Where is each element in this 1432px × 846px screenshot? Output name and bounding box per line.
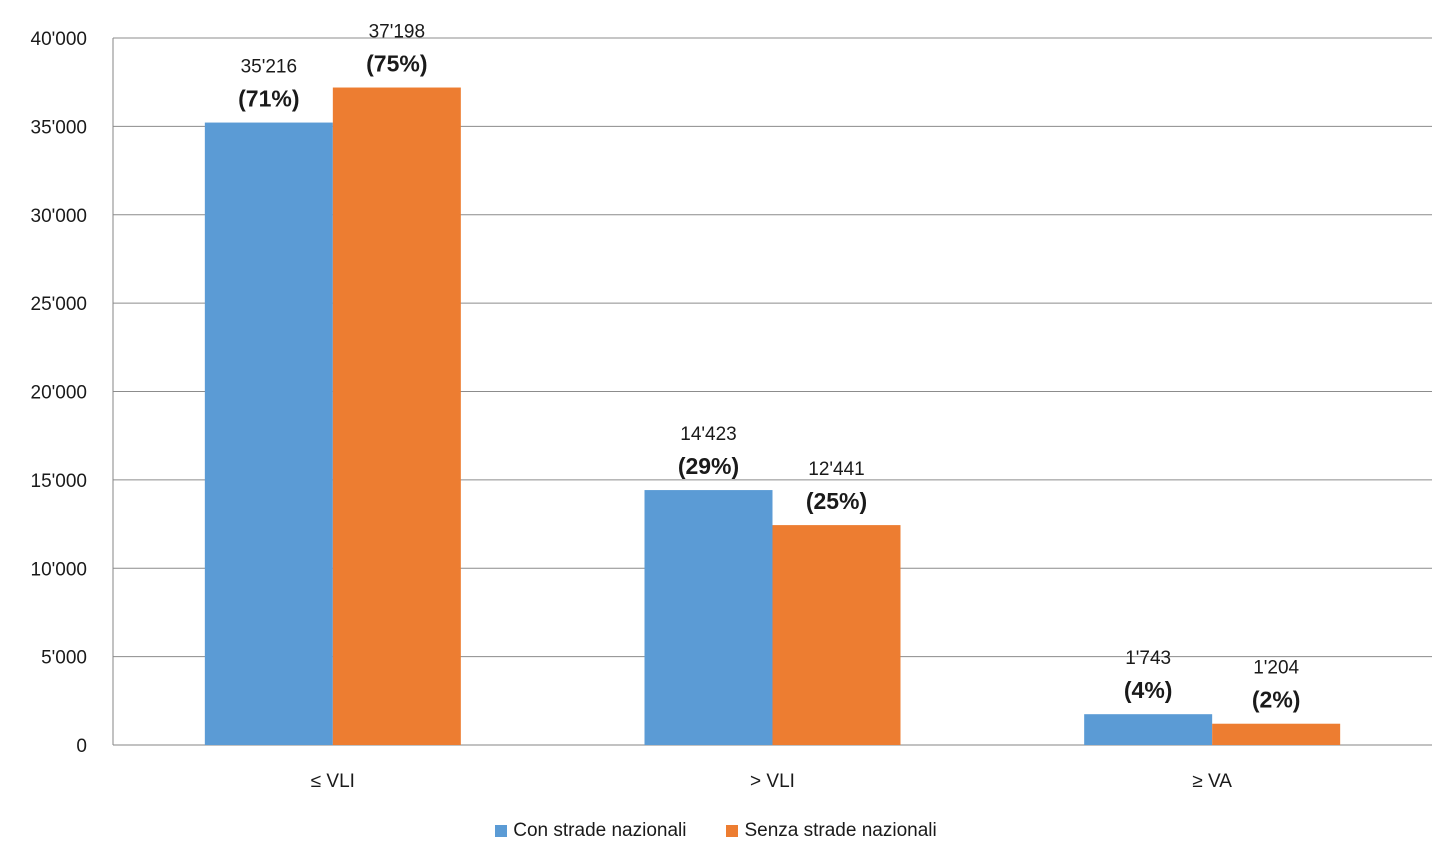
bar-series-1 — [644, 490, 773, 745]
bar-series-2 — [772, 525, 901, 745]
legend-swatch-series-2 — [726, 825, 739, 837]
y-tick-label: 0 — [76, 736, 87, 757]
data-labels: (71%) 35'216 (75%) 37'198 (29%) 14'423 (25%) 12… — [238, 22, 1300, 713]
value-label: 1'743 — [1125, 648, 1171, 669]
y-tick-label: 25'000 — [31, 294, 87, 315]
x-category-label: ≤ VLI — [311, 771, 355, 792]
pct-label: (71%) — [238, 86, 299, 112]
legend-item-series-2: Senza strade nazionali — [726, 820, 937, 842]
pct-label: (29%) — [678, 453, 739, 479]
y-tick-label: 35'000 — [31, 117, 87, 138]
bar-series-2 — [332, 87, 461, 746]
y-tick-label: 15'000 — [31, 471, 87, 492]
x-category-label: ≥ VA — [1192, 771, 1232, 792]
y-tick-label: 5'000 — [41, 648, 87, 669]
pct-label: (2%) — [1252, 687, 1301, 713]
y-tick-label: 20'000 — [31, 383, 87, 404]
value-label: 37'198 — [369, 22, 425, 43]
value-label: 14'423 — [680, 424, 736, 445]
pct-label: (75%) — [366, 51, 427, 77]
legend: Con strade nazionali Senza strade nazion… — [0, 820, 1432, 842]
y-tick-label: 10'000 — [31, 559, 87, 580]
bar-series-2 — [1212, 723, 1341, 745]
y-tick-label: 30'000 — [31, 206, 87, 227]
bar-series-1 — [1084, 714, 1213, 745]
bar-series-1 — [204, 122, 333, 746]
legend-item-series-1: Con strade nazionali — [495, 820, 686, 842]
chart-canvas: 0 5'000 10'000 15'000 20'000 25'000 30'000 35'0… — [31, 22, 1432, 792]
legend-label-series-1: Con strade nazionali — [513, 820, 687, 841]
value-label: 35'216 — [241, 57, 297, 78]
pct-label: (25%) — [806, 488, 867, 514]
legend-swatch-series-1 — [495, 825, 508, 837]
x-category-label: > VLI — [750, 771, 795, 792]
pct-label: (4%) — [1124, 677, 1173, 703]
y-tick-label: 40'000 — [31, 29, 87, 50]
x-axis-categories: ≤ VLI > VLI ≥ VA — [311, 771, 1233, 792]
legend-label-series-2: Senza strade nazionali — [744, 820, 937, 841]
y-axis-ticks: 0 5'000 10'000 15'000 20'000 25'000 30'000 35'0… — [31, 29, 87, 757]
value-label: 12'441 — [808, 459, 864, 480]
value-label: 1'204 — [1253, 658, 1299, 679]
bars — [204, 87, 1341, 746]
